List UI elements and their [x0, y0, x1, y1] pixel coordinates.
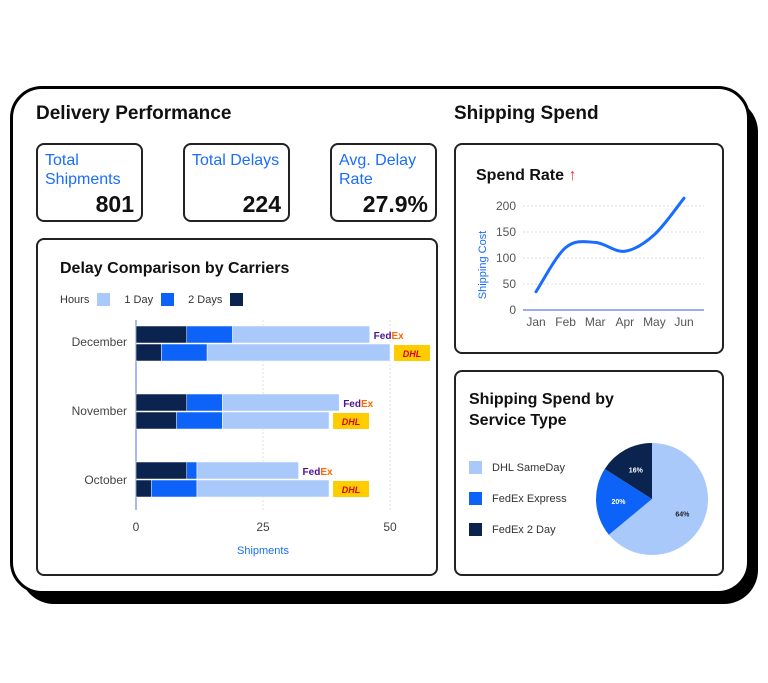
dhl-logo-text: DHL	[342, 485, 361, 495]
bar-segment-hours	[222, 411, 330, 430]
legend-1day-label: 1 Day	[124, 293, 154, 306]
kpi-label: Total Delays	[192, 152, 280, 169]
spend-rate-line-chart: 0 50 100 150 200 Jan Feb Mar Apr May Jun Shipping C…	[477, 196, 704, 329]
chart-title: Delay Comparison by Carriers	[60, 260, 290, 277]
legend-swatch	[469, 461, 482, 474]
dhl-logo	[333, 413, 370, 429]
y-tick-label: 0	[509, 303, 516, 317]
arrow-up-icon: ↑	[568, 167, 577, 184]
bar-segment-2days	[135, 325, 188, 344]
shipping-spend-title: Shipping Spend	[454, 103, 599, 124]
pie-slice-fedex-2-day	[604, 443, 652, 499]
legend-swatch	[469, 523, 482, 536]
dhl-logo-text: DHL	[403, 349, 422, 359]
legend-hours-label: Hours	[60, 293, 90, 306]
bar-segment-2days	[135, 343, 162, 362]
pie-slice-label: 16%	[629, 468, 644, 475]
legend-label: FedEx Express	[492, 492, 567, 505]
pie-slice-label: 64%	[675, 511, 690, 518]
bar-segment-1day	[186, 461, 198, 480]
x-tick-label: 0	[133, 520, 140, 534]
y-tick-label: 200	[496, 199, 516, 213]
bar-segment-1day	[161, 343, 208, 362]
bar-legend: Hours 1 Day 2 Days	[60, 293, 244, 306]
legend-fedex-express: FedEx Express	[469, 492, 567, 505]
x-tick-label: 50	[383, 520, 397, 534]
bar-segment-2days	[135, 411, 177, 430]
bar-segment-hours	[196, 461, 299, 480]
legend-swatch	[469, 492, 482, 505]
fedex-logo: FedEx	[343, 399, 373, 410]
x-tick-label: Apr	[615, 315, 634, 329]
pie-slice-fedex-express	[596, 468, 652, 535]
dhl-logo	[394, 345, 430, 361]
chart-title: Shipping Spend by Service Type	[469, 391, 614, 429]
kpi-label: Avg. Delay Rate	[339, 152, 417, 188]
service-type-pie-chart: 64% 20% 16%	[596, 443, 708, 555]
x-tick-label: Feb	[555, 315, 576, 329]
chart-title: Spend Rate ↑	[476, 167, 576, 185]
x-tick-label: Jan	[526, 315, 545, 329]
delay-bar-chart: 0 25 50 Shipments December November October Fed…	[72, 320, 430, 557]
x-tick-label: 25	[256, 520, 270, 534]
legend-2days-swatch	[230, 293, 244, 306]
delay-comparison-panel: Delay Comparison by Carriers Hours 1 Day…	[36, 238, 438, 576]
y-tick-label: 100	[496, 251, 516, 265]
service-type-panel: Shipping Spend by Service Type DHL SameD…	[454, 370, 724, 576]
legend-hours-swatch	[97, 293, 111, 306]
spend-rate-panel: Spend Rate ↑ 0 50 100 150 200 Jan Feb Mar Apr May…	[454, 143, 724, 354]
legend-dhl-sameday: DHL SameDay	[469, 461, 565, 474]
category-label-october: October	[84, 473, 127, 487]
bar-segment-1day	[186, 325, 233, 344]
legend-label: DHL SameDay	[492, 461, 565, 474]
bar-segment-hours	[196, 479, 330, 498]
bar-segment-hours	[206, 343, 391, 362]
legend-1day-swatch	[161, 293, 175, 306]
x-tick-label: Mar	[585, 315, 606, 329]
bar-segment-2days	[135, 461, 188, 480]
kpi-value: 801	[95, 191, 134, 217]
x-tick-label: Jun	[674, 315, 693, 329]
bar-segment-1day	[186, 393, 223, 412]
pie-slice-label: 20%	[611, 499, 626, 506]
kpi-label: Total Shipments	[45, 152, 121, 188]
bar-segment-hours	[232, 325, 370, 344]
fedex-logo: FedEx	[374, 331, 404, 342]
kpi-value: 27.9%	[362, 191, 428, 217]
fedex-logo: FedEx	[303, 467, 333, 478]
legend-fedex-2day: FedEx 2 Day	[469, 523, 556, 536]
y-tick-label: 50	[503, 277, 517, 291]
legend-2days-label: 2 Days	[188, 293, 223, 306]
x-tick-label: May	[643, 315, 666, 329]
kpi-avg-delay-rate: Avg. Delay Rate 27.9%	[330, 143, 437, 222]
x-axis-label: Shipments	[237, 545, 289, 557]
bar-segment-hours	[222, 393, 340, 412]
y-axis-label: Shipping Cost	[477, 231, 489, 300]
spend-rate-title: Spend Rate	[476, 167, 565, 184]
kpi-total-shipments: Total Shipments 801	[36, 143, 143, 222]
category-label-november: November	[72, 404, 127, 418]
dhl-logo-text: DHL	[342, 417, 361, 427]
spend-line	[534, 196, 686, 294]
bar-segment-1day	[150, 479, 198, 498]
legend-label: FedEx 2 Day	[492, 523, 556, 536]
bar-segment-2days	[135, 393, 188, 412]
kpi-total-delays: Total Delays 224	[183, 143, 290, 222]
pie-slice-dhl-sameday	[608, 443, 708, 555]
kpi-value: 224	[242, 191, 281, 217]
delivery-performance-title: Delivery Performance	[36, 103, 232, 124]
bar-segment-1day	[176, 411, 223, 430]
dhl-logo	[333, 481, 370, 497]
bar-segment-2days	[135, 479, 152, 498]
y-tick-label: 150	[496, 225, 516, 239]
category-label-december: December	[72, 335, 127, 349]
